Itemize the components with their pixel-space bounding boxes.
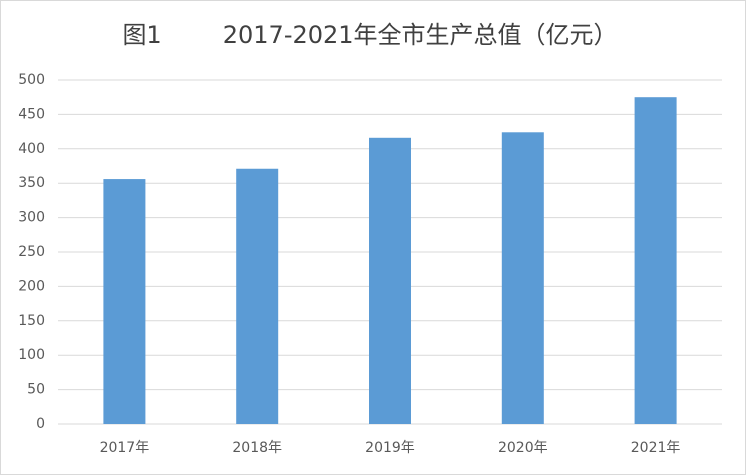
y-tick-label: 50 bbox=[27, 382, 45, 398]
y-tick-label: 450 bbox=[18, 106, 45, 122]
y-tick-label: 0 bbox=[36, 416, 45, 432]
bar bbox=[369, 137, 411, 425]
y-tick-label: 300 bbox=[18, 210, 45, 226]
x-tick-label: 2020年 bbox=[498, 440, 548, 456]
y-tick-label: 150 bbox=[18, 313, 45, 329]
x-tick-label: 2017年 bbox=[100, 440, 150, 456]
y-tick-label: 200 bbox=[18, 278, 45, 294]
y-tick-label: 250 bbox=[18, 244, 45, 260]
x-tick-label: 2018年 bbox=[232, 440, 282, 456]
bar bbox=[501, 132, 544, 424]
x-tick-label: 2021年 bbox=[631, 440, 681, 456]
y-tick-label: 100 bbox=[18, 347, 45, 363]
y-tick-label: 400 bbox=[18, 141, 45, 157]
bar bbox=[236, 168, 279, 424]
y-tick-label: 500 bbox=[18, 72, 45, 88]
bar bbox=[634, 97, 677, 424]
chart-title: 图1 2017-2021年全市生产总值（亿元） bbox=[122, 21, 617, 49]
bar bbox=[103, 179, 146, 424]
y-tick-label: 350 bbox=[18, 175, 45, 191]
x-tick-label: 2019年 bbox=[365, 440, 415, 456]
